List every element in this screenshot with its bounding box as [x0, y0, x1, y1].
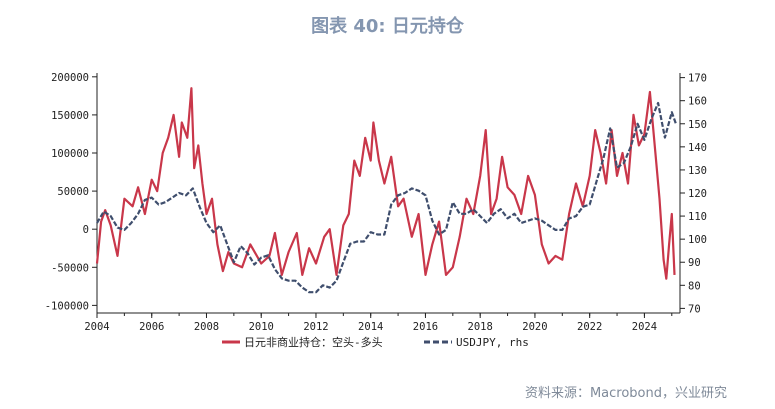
y-right-tick-label: 120 — [688, 188, 707, 200]
series-line-positioning — [95, 87, 676, 280]
x-tick-label: 2006 — [139, 321, 164, 333]
series-layer — [95, 87, 677, 294]
y-right-tick-label: 80 — [688, 280, 701, 292]
x-tick-label: 2016 — [413, 321, 438, 333]
y-right-tick-label: 130 — [688, 165, 707, 177]
y-right-tick-label: 70 — [688, 303, 701, 315]
x-tick-label: 2014 — [358, 321, 383, 333]
y-right-tick-label: 170 — [688, 73, 707, 85]
x-tick-label: 2010 — [249, 321, 274, 333]
x-tick-label: 2008 — [194, 321, 219, 333]
y-left-tick-label: 100000 — [51, 148, 89, 160]
chart-axes: 200000 150000 100000 50000 0 -50000 -100000 170… — [45, 72, 707, 333]
y-right-tick-label: 90 — [688, 257, 701, 269]
y-right-tick-label: 160 — [688, 96, 707, 108]
y-left-tick-label: 200000 — [51, 72, 89, 84]
y-right-tick-label: 150 — [688, 119, 707, 131]
y-right-tick-label: 110 — [688, 211, 707, 223]
y-left-tick-label: 50000 — [57, 186, 89, 198]
y-right-tick-label: 100 — [688, 234, 707, 246]
x-tick-label: 2020 — [522, 321, 547, 333]
x-tick-label: 2022 — [577, 321, 602, 333]
source-note: 资料来源：Macrobond，兴业研究 — [524, 386, 727, 401]
y-left-tick-label: -100000 — [45, 300, 89, 312]
x-tick-label: 2024 — [632, 321, 657, 333]
y-left-tick-label: 150000 — [51, 110, 89, 122]
x-tick-label: 2012 — [303, 321, 328, 333]
y-left-tick-label: -50000 — [51, 262, 89, 274]
x-tick-label: 2018 — [468, 321, 493, 333]
x-tick-label: 2004 — [84, 321, 109, 333]
series-line-usdjpy — [96, 101, 677, 294]
y-left-tick-label: 0 — [83, 224, 89, 236]
legend-label-usdjpy: USDJPY, rhs — [456, 336, 529, 349]
chart-title: 图表 40: 日元持仓 — [311, 16, 464, 37]
chart-legend: 日元非商业持仓：空头-多头 USDJPY, rhs — [222, 335, 529, 349]
legend-label-positioning: 日元非商业持仓：空头-多头 — [244, 335, 383, 349]
y-right-tick-label: 140 — [688, 142, 707, 154]
